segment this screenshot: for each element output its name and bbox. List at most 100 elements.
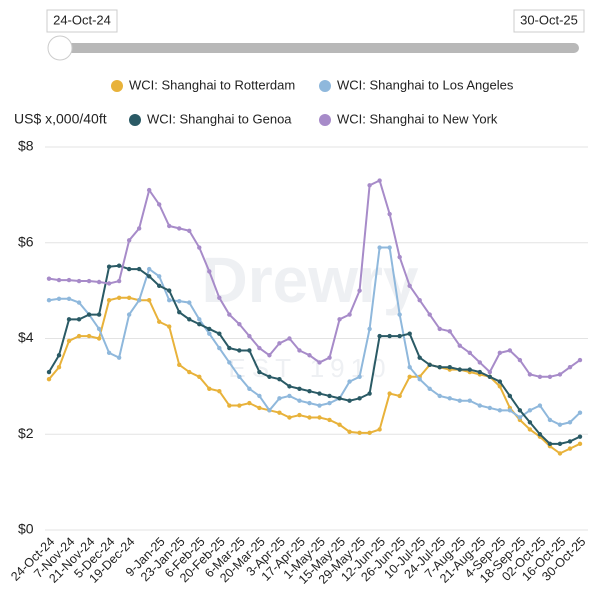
data-point [136, 266, 142, 272]
data-point [357, 430, 362, 436]
watermark: Drewry [202, 244, 419, 316]
data-point [187, 317, 192, 322]
data-point [517, 415, 523, 420]
data-point [457, 343, 462, 348]
data-point [407, 283, 412, 289]
data-point [417, 298, 422, 303]
data-point [397, 333, 402, 339]
data-point [287, 384, 292, 389]
data-point [317, 415, 322, 420]
data-point [357, 374, 362, 379]
data-point [167, 223, 172, 229]
data-point [397, 254, 402, 260]
data-point [377, 427, 382, 432]
data-point [497, 379, 503, 384]
data-point [76, 278, 82, 284]
data-point [467, 350, 472, 356]
data-point [567, 365, 573, 370]
legend-label: WCI: Shanghai to Genoa [147, 111, 292, 126]
data-point [427, 362, 432, 368]
data-point [227, 403, 232, 408]
data-point [457, 398, 462, 403]
data-point [207, 326, 212, 332]
data-point [427, 312, 432, 317]
data-point [387, 211, 392, 217]
data-point [46, 298, 52, 303]
data-point [187, 369, 192, 375]
data-point [116, 263, 122, 268]
data-point [397, 312, 402, 317]
data-point [457, 367, 462, 372]
data-point [497, 384, 503, 389]
data-point [187, 300, 192, 305]
data-point [547, 441, 553, 447]
data-point [557, 441, 563, 447]
data-point [567, 439, 573, 444]
data-point [126, 295, 132, 301]
slider-start-box [46, 9, 118, 33]
data-point [447, 365, 452, 370]
data-point [477, 360, 483, 365]
data-point [497, 408, 503, 413]
data-point [146, 266, 152, 272]
data-point [247, 333, 252, 339]
slider-start-label: 24-Oct-24 [53, 12, 111, 27]
data-point [116, 355, 122, 360]
slider-end-box [513, 9, 585, 33]
data-point [407, 331, 412, 336]
data-point [136, 226, 142, 231]
data-point [447, 396, 452, 401]
data-point [187, 228, 192, 233]
data-point [297, 348, 302, 353]
data-point [557, 422, 563, 427]
data-point [387, 245, 392, 250]
data-point [327, 355, 332, 360]
y-axis-label: US$ x,000/40ft [14, 111, 107, 127]
data-point [507, 393, 513, 399]
data-point [417, 376, 422, 382]
data-point [417, 355, 422, 360]
data-point [307, 388, 312, 394]
data-point [217, 331, 222, 336]
data-point [317, 360, 322, 365]
data-point [537, 403, 543, 408]
data-point [347, 429, 352, 435]
data-point [437, 393, 442, 399]
data-point [126, 266, 132, 272]
data-point [207, 269, 212, 274]
data-point [287, 336, 292, 341]
data-point [247, 400, 252, 406]
data-point [177, 298, 182, 304]
data-point [327, 393, 332, 399]
data-point [86, 333, 92, 339]
data-point [467, 367, 472, 372]
data-point [567, 446, 573, 451]
data-point [297, 386, 302, 391]
data-point [96, 326, 102, 332]
data-point [367, 391, 372, 396]
legend-marker [111, 80, 123, 92]
legend-marker [129, 114, 141, 126]
data-point [197, 245, 202, 250]
data-point [347, 312, 352, 317]
data-point [367, 430, 372, 436]
data-point [397, 393, 402, 399]
data-point [557, 451, 563, 456]
slider-handle[interactable] [47, 35, 73, 61]
data-point [56, 353, 62, 358]
data-point [56, 277, 62, 283]
data-point [237, 403, 242, 408]
y-tick-label: $0 [18, 521, 34, 537]
data-point [307, 415, 312, 420]
data-point [497, 350, 503, 356]
data-point [66, 338, 72, 344]
legend-marker [319, 114, 331, 126]
data-point [106, 264, 112, 269]
data-point [357, 396, 362, 401]
data-point [197, 317, 202, 322]
data-point [157, 202, 162, 207]
data-point [577, 357, 583, 363]
data-point [557, 372, 563, 377]
data-point [146, 274, 152, 279]
